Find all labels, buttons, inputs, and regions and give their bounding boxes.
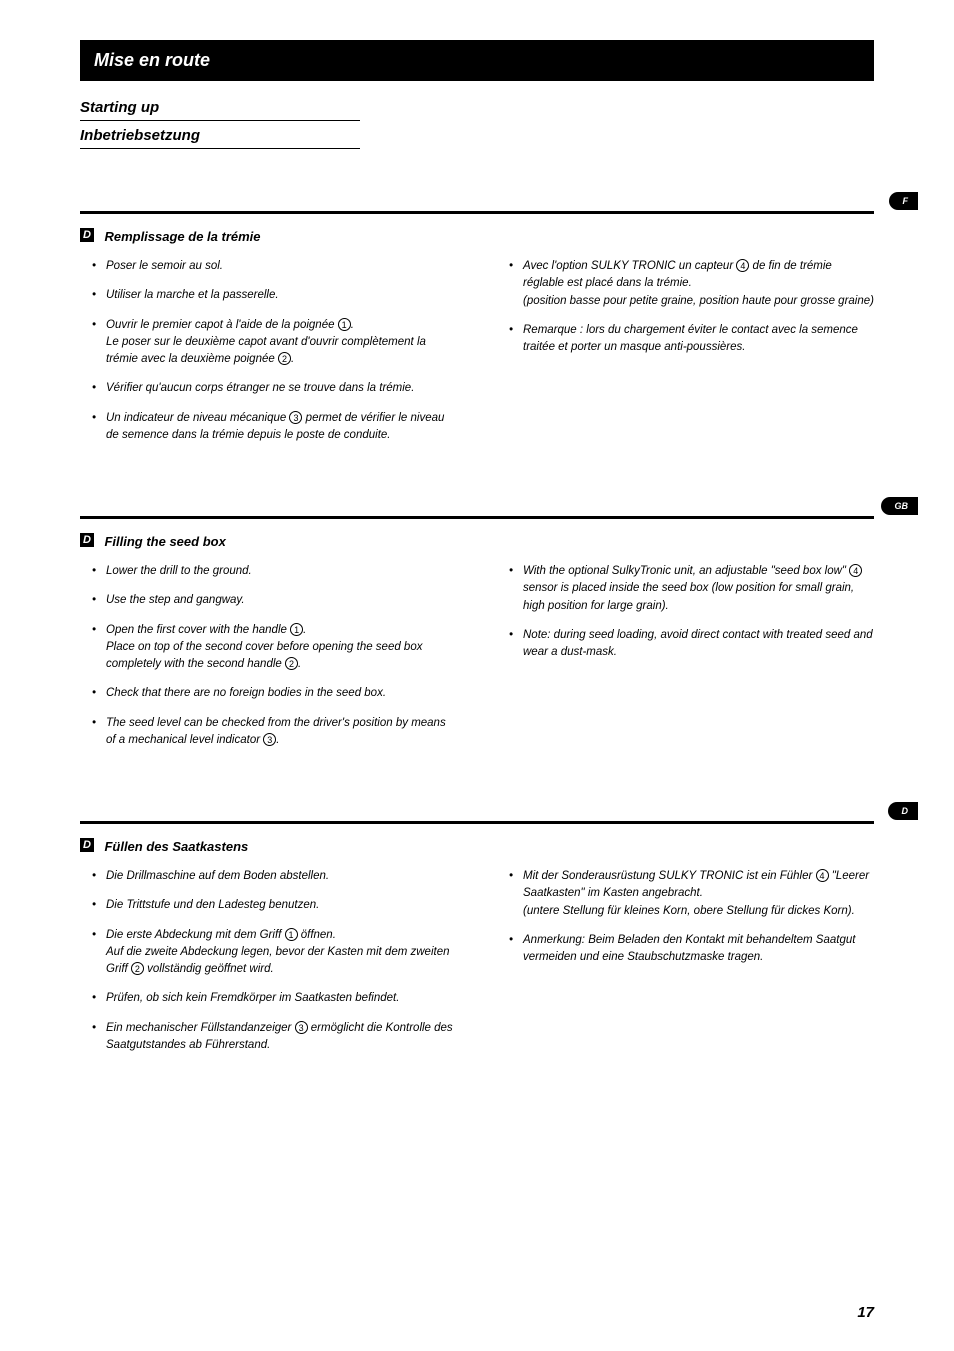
section-title: Filling the seed box bbox=[104, 534, 225, 549]
section-title: Füllen des Saatkastens bbox=[104, 839, 248, 854]
list-item: Check that there are no foreign bodies i… bbox=[106, 685, 457, 702]
section-title: Remplissage de la trémie bbox=[104, 229, 260, 244]
list-item: Die Trittstufe und den Ladesteg benutzen… bbox=[106, 897, 457, 914]
columns: Lower the drill to the ground. Use the s… bbox=[80, 563, 874, 761]
list-item: Open the first cover with the handle 1.P… bbox=[106, 622, 457, 674]
columns: Die Drillmaschine auf dem Boden abstelle… bbox=[80, 868, 874, 1066]
list-item: Vérifier qu'aucun corps étranger ne se t… bbox=[106, 380, 457, 397]
lang-tab-d: D bbox=[888, 802, 919, 820]
list-item: Ouvrir le premier capot à l'aide de la p… bbox=[106, 317, 457, 369]
subheading-1: Starting up bbox=[80, 95, 360, 121]
list-item: With the optional SulkyTronic unit, an a… bbox=[523, 563, 874, 615]
list-item: Avec l'option SULKY TRONIC un capteur 4 … bbox=[523, 258, 874, 310]
subheading-2: Inbetriebsetzung bbox=[80, 123, 360, 149]
list-item: Lower the drill to the ground. bbox=[106, 563, 457, 580]
list-item: Note: during seed loading, avoid direct … bbox=[523, 627, 874, 662]
page-number: 17 bbox=[857, 1304, 874, 1321]
list-item: Utiliser la marche et la passerelle. bbox=[106, 287, 457, 304]
col-right: Avec l'option SULKY TRONIC un capteur 4 … bbox=[497, 258, 874, 456]
section-marker: D bbox=[80, 533, 94, 547]
list-item: Prüfen, ob sich kein Fremdkörper im Saat… bbox=[106, 990, 457, 1007]
list-item: Remarque : lors du chargement éviter le … bbox=[523, 322, 874, 357]
list-item: Mit der Sonderausrüstung SULKY TRONIC is… bbox=[523, 868, 874, 920]
list-item: Use the step and gangway. bbox=[106, 592, 457, 609]
list-item: Ein mechanischer Füllstandanzeiger 3 erm… bbox=[106, 1020, 457, 1055]
col-right: Mit der Sonderausrüstung SULKY TRONIC is… bbox=[497, 868, 874, 1066]
list-item: Poser le semoir au sol. bbox=[106, 258, 457, 275]
list-item: Anmerkung: Beim Beladen den Kontakt mit … bbox=[523, 932, 874, 967]
list-item: Un indicateur de niveau mécanique 3 perm… bbox=[106, 410, 457, 445]
list-item: Die Drillmaschine auf dem Boden abstelle… bbox=[106, 868, 457, 885]
col-right: With the optional SulkyTronic unit, an a… bbox=[497, 563, 874, 761]
list-item: The seed level can be checked from the d… bbox=[106, 715, 457, 750]
subheadings: Starting up Inbetriebsetzung bbox=[80, 95, 874, 151]
col-left: Lower the drill to the ground. Use the s… bbox=[80, 563, 457, 761]
header-title: Mise en route bbox=[94, 50, 210, 70]
header-bar: Mise en route bbox=[80, 40, 874, 81]
section-marker: D bbox=[80, 228, 94, 242]
lang-tab-gb: GB bbox=[881, 497, 919, 515]
section-de: D D Füllen des Saatkastens Die Drillmasc… bbox=[80, 821, 874, 1066]
list-item: Die erste Abdeckung mit dem Griff 1 öffn… bbox=[106, 927, 457, 979]
col-left: Die Drillmaschine auf dem Boden abstelle… bbox=[80, 868, 457, 1066]
lang-tab-f: F bbox=[889, 192, 919, 210]
col-left: Poser le semoir au sol. Utiliser la marc… bbox=[80, 258, 457, 456]
section-marker: D bbox=[80, 838, 94, 852]
section-fr: F D Remplissage de la trémie Poser le se… bbox=[80, 211, 874, 456]
section-gb: GB D Filling the seed box Lower the dril… bbox=[80, 516, 874, 761]
columns: Poser le semoir au sol. Utiliser la marc… bbox=[80, 258, 874, 456]
